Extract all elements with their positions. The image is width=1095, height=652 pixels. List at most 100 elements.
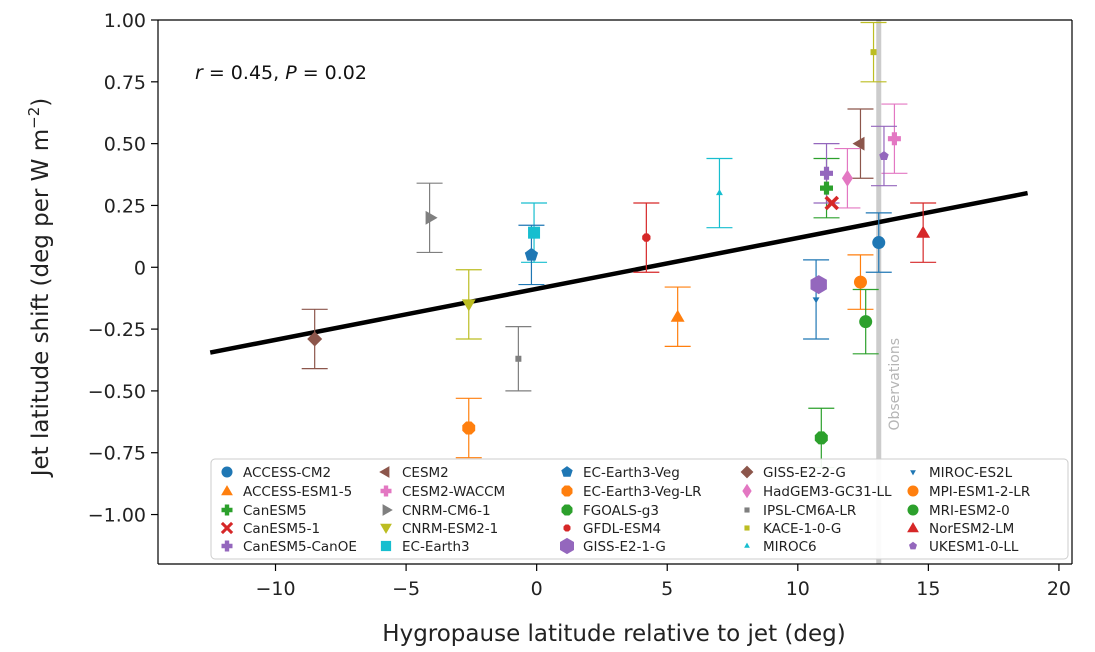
legend-label: FGOALS-g3 (583, 503, 659, 519)
legend-label: CESM2 (402, 465, 449, 481)
legend-entry-kace-1-0-g: KACE-1-0-G (744, 521, 841, 537)
point-mri-esm2-0 (859, 315, 873, 329)
legend-marker-kace-1-0-g (744, 525, 750, 531)
p-value: = 0.02 (297, 62, 367, 84)
point-noresm2-lm (916, 225, 931, 238)
point-ec-earth3-veg-lr (462, 421, 476, 435)
legend-marker-canesm5-1 (220, 521, 234, 535)
point-giss-e2-2-g (307, 331, 323, 347)
point-mpi-esm1-2-lr (853, 275, 867, 289)
legend-entry-access-esm1-5: ACCESS-ESM1-5 (221, 484, 352, 500)
y-axis-title-sup: −2 (25, 107, 43, 129)
legend-label: IPSL-CM6A-LR (763, 503, 856, 519)
legend-label: GISS-E2-1-G (583, 539, 666, 555)
x-tick-label: 15 (916, 578, 940, 600)
legend-marker-miroc-es2l (910, 470, 916, 476)
point-cnrm-cm6-1 (425, 210, 438, 225)
legend-entry-ec-earth3-veg: EC-Earth3-Veg (561, 465, 680, 481)
r-value: = 0.45, (203, 62, 285, 84)
x-axis-title: Hygropause latitude relative to jet (deg… (382, 621, 845, 647)
legend-entry-canesm5-canoe: CanESM5-CanOE (221, 539, 357, 555)
legend-entry-ukesm1-0-ll: UKESM1-0-LL (909, 539, 1019, 555)
legend-entry-fgoals-g3: FGOALS-g3 (561, 503, 659, 519)
legend-entry-cesm2-waccm: CESM2-WACCM (380, 484, 505, 500)
point-hadgem3-gc31-ll (841, 169, 853, 187)
legend-marker-giss-e2-2-g (740, 465, 754, 479)
point-cesm2 (852, 136, 865, 151)
legend-entry-cnrm-cm6-1: CNRM-CM6-1 (382, 503, 491, 519)
legend-marker-hadgem3-gc31-ll (742, 483, 752, 499)
legend-marker-canesm5-1-stroke-2 (220, 521, 234, 535)
point-ukesm1-0-ll (879, 151, 889, 160)
legend: ACCESS-CM2 ACCESS-ESM1-5 CanESM5 CanESM5-1 C… (210, 458, 1069, 560)
point-canesm5-canoe (820, 166, 833, 180)
legend-marker-ipsl-cm6a-lr (744, 507, 750, 513)
y-tick-label: 0.25 (104, 195, 146, 217)
legend-marker-cnrm-cm6-1 (382, 504, 393, 516)
legend-label: NorESM2-LM (929, 521, 1014, 537)
r-symbol: r (195, 62, 204, 84)
legend-entry-noresm2-lm: NorESM2-LM (907, 521, 1014, 537)
y-tick-label: −1.00 (88, 505, 146, 527)
x-tick-label: 5 (661, 578, 673, 600)
legend-marker-access-esm1-5 (221, 485, 233, 496)
legend-entry-hadgem3-gc31-ll: HadGEM3-GC31-LL (742, 483, 892, 500)
legend-label: UKESM1-0-LL (929, 539, 1019, 555)
x-tick-label: 20 (1047, 578, 1071, 600)
y-tick-label: 0 (134, 257, 146, 279)
point-kace-1-0-g (870, 49, 877, 56)
point-canesm5-1 (824, 195, 840, 211)
p-symbol: P (285, 62, 297, 84)
y-tick-label: 0.50 (104, 134, 146, 156)
point-canesm5-1-stroke-2 (824, 195, 840, 211)
point-canesm5 (820, 181, 833, 195)
y-axis-title-main: Jet latitude shift (deg per W m (28, 129, 54, 478)
legend-marker-fgoals-g3 (561, 504, 573, 516)
legend-marker-ec-earth3-veg (561, 466, 573, 477)
point-cesm2-waccm (887, 132, 901, 146)
legend-label: CanESM5-CanOE (243, 539, 357, 555)
legend-label: GFDL-ESM4 (583, 521, 661, 537)
legend-entry-ec-earth3-veg-lr: EC-Earth3-Veg-LR (561, 484, 702, 500)
point-ec-earth3 (528, 226, 541, 239)
legend-label: MIROC-ES2L (929, 465, 1013, 481)
point-ipsl-cm6a-lr (515, 355, 522, 362)
legend-entry-ec-earth3: EC-Earth3 (380, 539, 470, 555)
legend-label: CNRM-CM6-1 (402, 503, 491, 519)
point-miroc-es2l (812, 297, 820, 304)
y-tick-label: 0.75 (104, 72, 146, 94)
legend-label: CanESM5-1 (243, 521, 320, 537)
legend-marker-noresm2-lm (907, 522, 919, 533)
legend-entry-canesm5: CanESM5 (221, 503, 307, 519)
point-miroc6 (716, 189, 723, 196)
legend-marker-giss-e2-1-g (560, 537, 574, 555)
point-fgoals-g3 (814, 431, 828, 445)
legend-entry-giss-e2-1-g: GISS-E2-1-G (560, 537, 666, 555)
axes-layer: −10 −5 0 5 10 15 20 1.00 0.75 0.50 0.25 0 −0.25 −0.50… (88, 10, 1073, 600)
legend-label: HadGEM3-GC31-LL (763, 484, 892, 500)
legend-label: MPI-ESM1-2-LR (929, 484, 1030, 500)
point-ec-earth3-veg (524, 247, 539, 261)
legend-marker-canesm5-canoe (221, 540, 233, 552)
legend-marker-ec-earth3-veg-lr (561, 485, 573, 497)
observations-label: Observations (887, 338, 903, 431)
point-cnrm-esm2-1 (461, 299, 476, 312)
legend-entry-giss-e2-2-g: GISS-E2-2-G (740, 465, 846, 481)
x-tick-label: 10 (786, 578, 810, 600)
legend-label: EC-Earth3-Veg-LR (583, 484, 702, 500)
y-axis-title-close: ) (28, 98, 54, 107)
legend-label: GISS-E2-2-G (763, 465, 846, 481)
legend-marker-mri-esm2-0 (907, 504, 919, 516)
legend-box (210, 458, 1069, 560)
y-tick-label: −0.75 (88, 443, 146, 465)
legend-marker-mpi-esm1-2-lr (907, 485, 919, 497)
legend-entry-access-cm2: ACCESS-CM2 (221, 465, 331, 481)
legend-marker-ukesm1-0-ll (909, 541, 917, 550)
legend-label: EC-Earth3-Veg (583, 465, 680, 481)
legend-marker-cesm2 (379, 466, 390, 478)
point-gfdl-esm4 (642, 233, 651, 242)
legend-marker-ec-earth3 (380, 540, 392, 552)
y-tick-label: 1.00 (104, 10, 146, 32)
y-tick-label: −0.50 (88, 381, 146, 403)
x-tick-label: 0 (531, 578, 543, 600)
